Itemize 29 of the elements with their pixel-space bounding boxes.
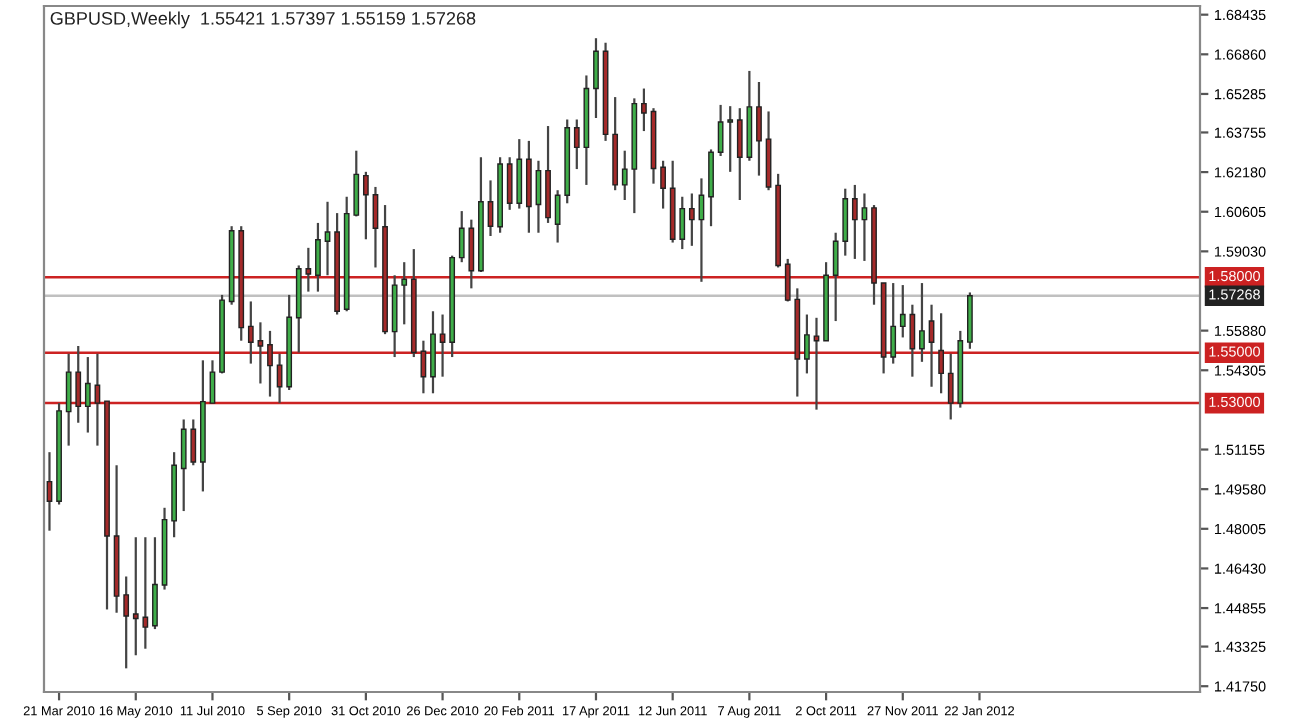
candlestick: [525, 139, 532, 234]
candlestick: [641, 87, 647, 133]
candlestick: [890, 281, 897, 365]
candlestick: [919, 281, 925, 363]
candlestick: [267, 329, 273, 398]
candlestick: [756, 80, 762, 177]
candlestick: [938, 312, 945, 395]
candlestick: [660, 159, 666, 210]
candlestick: [84, 355, 91, 434]
candlestick: [545, 124, 551, 225]
chart-title: GBPUSD,Weekly 1.55421 1.57397 1.55159 1.57268: [50, 11, 476, 29]
candlestick: [804, 313, 810, 375]
candlestick: [688, 192, 695, 247]
candlestick: [257, 321, 264, 385]
candlestick: [573, 118, 580, 171]
candlestick: [708, 148, 714, 228]
candlestick: [247, 300, 254, 365]
candlestick: [851, 183, 858, 261]
candlestick: [324, 200, 331, 277]
candlestick: [362, 170, 369, 241]
candlestick: [967, 291, 973, 350]
candlestick: [152, 536, 158, 631]
candlestick: [593, 37, 599, 120]
candlestick: [928, 303, 935, 388]
candlestick: [315, 221, 321, 293]
candlestick: [439, 313, 446, 378]
candlestick: [123, 575, 130, 670]
candlestick: [430, 310, 436, 395]
candlestick: [813, 316, 820, 411]
